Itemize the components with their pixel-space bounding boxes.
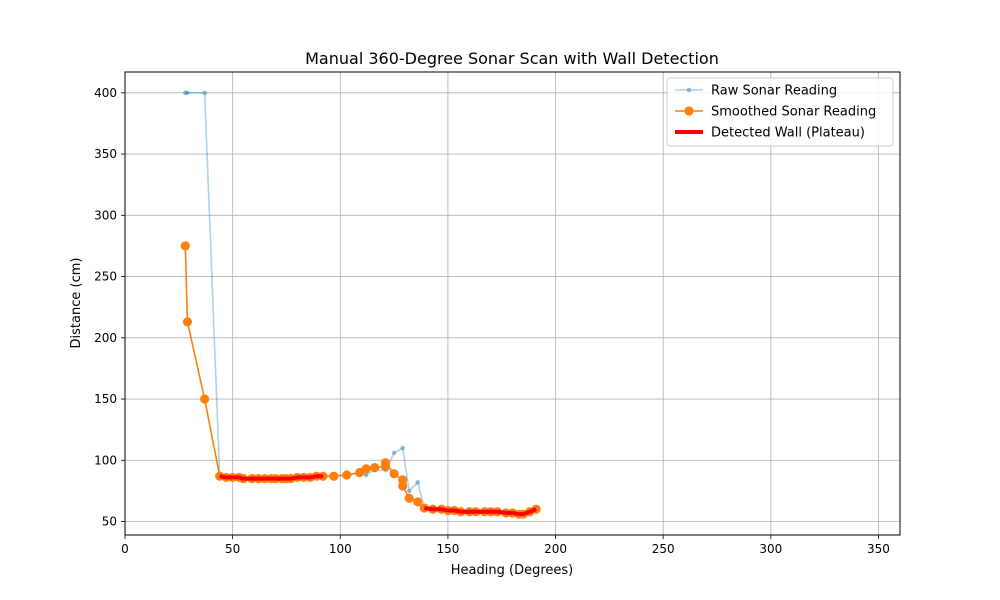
x-tick-label: 350 bbox=[867, 542, 890, 556]
x-tick-label: 250 bbox=[652, 542, 675, 556]
raw-reading-point bbox=[415, 480, 421, 485]
smoothed-reading-point bbox=[180, 241, 190, 251]
y-axis-label: Distance (cm) bbox=[69, 258, 84, 349]
raw-reading-point bbox=[400, 445, 406, 451]
smoothed-reading-point bbox=[361, 464, 371, 474]
y-tick-label: 350 bbox=[94, 147, 117, 161]
y-tick-label: 150 bbox=[94, 392, 117, 406]
y-tick-label: 250 bbox=[94, 270, 117, 284]
x-tick-label: 100 bbox=[329, 542, 352, 556]
smoothed-reading-point bbox=[182, 317, 193, 327]
legend-raw-marker bbox=[686, 87, 692, 93]
x-tick-label: 50 bbox=[225, 542, 240, 556]
legend-label: Smoothed Sonar Reading bbox=[711, 105, 876, 120]
y-tick-label: 50 bbox=[102, 515, 117, 529]
raw-reading-point bbox=[182, 90, 188, 96]
y-axis-ticks: 50 100 150 200 250 300 350 400 bbox=[94, 86, 125, 529]
legend: Raw Sonar Reading Smoothed Sonar Reading D… bbox=[666, 77, 894, 147]
grid-lines bbox=[124, 72, 900, 535]
y-tick-label: 300 bbox=[94, 208, 117, 222]
smoothed-reading-point bbox=[380, 458, 391, 468]
raw-reading-point bbox=[202, 90, 207, 96]
x-tick-label: 300 bbox=[759, 542, 782, 556]
raw-reading-point bbox=[406, 488, 412, 494]
detected-wall-segment bbox=[219, 474, 324, 481]
x-tick-label: 200 bbox=[544, 542, 567, 556]
plot-frame bbox=[124, 71, 901, 536]
raw-reading-point bbox=[185, 90, 190, 96]
x-tick-label: 0 bbox=[121, 542, 129, 556]
smoothed-reading-point bbox=[200, 394, 210, 404]
legend-label: Detected Wall (Plateau) bbox=[711, 126, 865, 141]
x-axis-label: Heading (Degrees) bbox=[451, 563, 573, 578]
chart-title: Manual 360-Degree Sonar Scan with Wall D… bbox=[305, 49, 719, 68]
plot-area bbox=[180, 90, 541, 519]
detected-wall-segment bbox=[423, 506, 537, 517]
raw-reading-point bbox=[363, 472, 369, 478]
x-tick-label: 150 bbox=[436, 542, 459, 556]
raw-reading-point bbox=[391, 450, 397, 456]
series-layer bbox=[180, 90, 541, 519]
legend-box bbox=[666, 77, 894, 147]
smoothed-reading-point bbox=[398, 481, 408, 491]
legend-label: Raw Sonar Reading bbox=[711, 84, 837, 99]
smoothed-reading-point bbox=[404, 493, 414, 503]
smoothed-reading-point bbox=[370, 463, 380, 473]
smoothed-reading-point bbox=[329, 471, 339, 481]
y-tick-label: 100 bbox=[94, 453, 117, 467]
y-tick-label: 200 bbox=[94, 331, 117, 345]
smoothed-reading-point bbox=[342, 470, 352, 480]
legend-smoothed-marker bbox=[684, 106, 694, 116]
x-axis-ticks: 0 50 100 150 200 250 300 350 bbox=[121, 535, 890, 556]
smoothed-reading-point bbox=[389, 469, 399, 479]
y-tick-label: 400 bbox=[94, 86, 117, 100]
smoothed-reading-point bbox=[413, 497, 423, 507]
